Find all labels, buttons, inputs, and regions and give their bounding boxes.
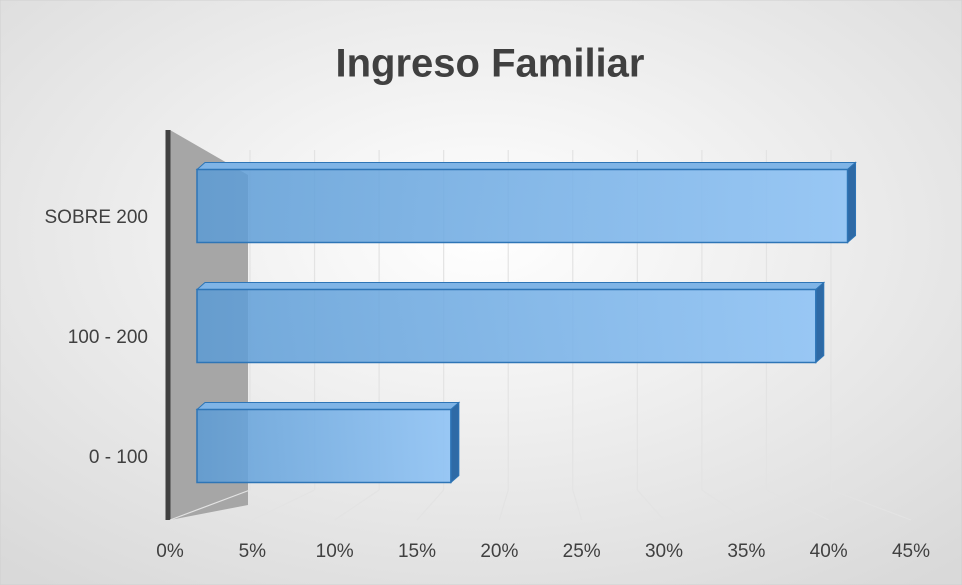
floor-grid-line: [701, 489, 747, 521]
floor-grid-line: [572, 489, 583, 521]
floor-grid-line: [334, 489, 380, 521]
bar: [196, 288, 817, 364]
y-tick-label: 0 - 100: [89, 447, 148, 468]
x-tick-label: 0%: [156, 541, 184, 562]
x-tick-label: 25%: [563, 541, 601, 562]
bar-side: [847, 161, 857, 244]
x-tick-label: 45%: [892, 541, 930, 562]
bar-top: [195, 162, 857, 170]
x-tick-label: 20%: [480, 541, 518, 562]
x-tick-label: 40%: [810, 541, 848, 562]
bar-top: [195, 282, 826, 290]
bar: [196, 408, 452, 484]
bar: [196, 168, 849, 244]
floor-grid-line: [636, 489, 665, 521]
floor-grid-line: [169, 489, 251, 521]
x-tick-label: 10%: [316, 541, 354, 562]
y-tick-label: SOBRE 200: [45, 207, 149, 228]
floor-grid-line: [498, 489, 509, 521]
x-tick-label: 30%: [645, 541, 683, 562]
x-tick-label: 35%: [727, 541, 765, 562]
bar-side: [450, 401, 460, 484]
x-tick-label: 15%: [398, 541, 436, 562]
floor-grid-line: [252, 489, 315, 521]
floor-grid-line: [830, 489, 912, 521]
bar-side: [815, 281, 825, 364]
y-tick-label: 100 - 200: [68, 327, 148, 348]
chart-title: Ingreso Familiar: [336, 42, 645, 86]
bar-top: [195, 402, 461, 410]
floor-grid-line: [416, 489, 445, 521]
x-tick-label: 5%: [239, 541, 267, 562]
floor-grid-line: [766, 489, 829, 521]
